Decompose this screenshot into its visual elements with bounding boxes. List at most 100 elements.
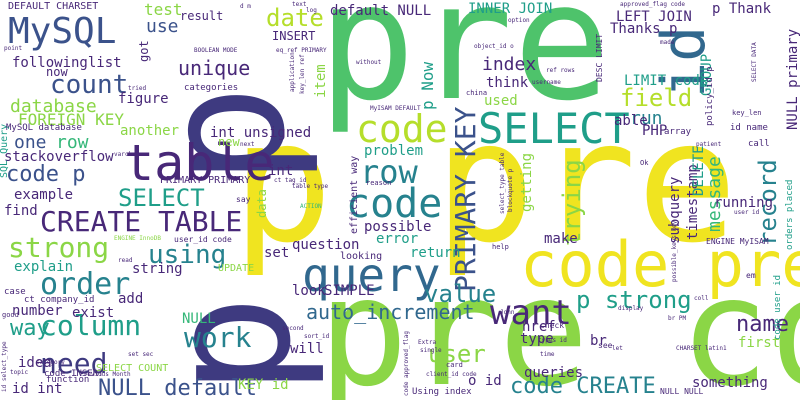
word-example: example	[14, 187, 74, 203]
word-first: first	[738, 335, 781, 351]
word-john: John	[500, 309, 515, 316]
word-made: made	[660, 39, 675, 46]
word-action: ACTION	[300, 203, 322, 210]
word-think: think	[486, 75, 529, 91]
word-mysql: MySQL	[8, 11, 117, 52]
word-name: name	[736, 312, 789, 337]
word-figure: figure	[118, 91, 169, 107]
word-auto-increment: auto_increment	[306, 300, 475, 324]
word-row-teal: row	[360, 153, 418, 191]
word-table: table	[124, 134, 275, 192]
word-problem: problem	[364, 143, 424, 159]
word-add: add	[118, 291, 144, 307]
word-user-id: user id	[734, 209, 760, 216]
word-strong: strong	[8, 231, 110, 264]
word-see: see	[598, 341, 613, 350]
word-o-id: o id	[468, 373, 502, 389]
word-table-type: table type	[292, 183, 329, 190]
word-key-len: key_len	[732, 109, 762, 117]
word-ref-rows: ref rows	[546, 67, 575, 74]
word-database: database	[10, 96, 97, 117]
word-p-pre: p pre	[232, 84, 738, 280]
word-field: field	[620, 84, 693, 112]
word-code-p: code p	[6, 162, 86, 187]
word-null-default: NULL default	[98, 376, 257, 400]
word-int-unsigned: int unsigned	[210, 125, 312, 141]
word-boolean-mode: BOOLEAN MODE	[194, 47, 238, 54]
word-delete: DELETE	[691, 145, 707, 196]
word-p-now: p Now	[418, 61, 437, 110]
word-date: date	[266, 4, 324, 32]
word-single: single	[420, 347, 442, 354]
word-null-primary: NULL primary	[785, 28, 800, 130]
word-policy-id-p: policy_id p	[705, 66, 715, 126]
word-running: running	[714, 195, 774, 211]
word-pre: pre	[318, 0, 611, 137]
word-null-null: NULL NULL	[660, 387, 704, 396]
word-application: application	[289, 52, 296, 92]
word-code-create: code CREATE	[510, 374, 656, 399]
word-inner-join: INNER JOIN	[468, 1, 553, 17]
word-case: case	[4, 287, 26, 297]
word-eq-ref-primary: eq_ref PRIMARY	[276, 47, 327, 54]
word-primary-key: PRIMARY KEY	[449, 106, 482, 292]
word-find: find	[4, 203, 38, 219]
word-idea: idea	[18, 355, 52, 371]
word-p-strong: p strong	[576, 286, 692, 314]
word-possible: possible	[364, 219, 432, 235]
word-null-jade: NULL	[182, 311, 216, 327]
word-user-id-code: user_id code	[174, 235, 232, 244]
word-reason: reason	[366, 179, 392, 187]
word-new: new	[218, 135, 240, 149]
word-select-count: SELECT COUNT	[96, 363, 169, 374]
word-id-select-type: id select_type	[1, 341, 8, 392]
word-br: br	[590, 333, 607, 349]
word-need: need	[40, 347, 108, 380]
word-row-jade: row	[56, 132, 89, 153]
word-varchar: varchar	[114, 151, 140, 158]
word-ok: Ok	[640, 159, 649, 167]
word-foreign-key: FOREIGN KEY	[18, 110, 124, 129]
word-mysql-database: MySQL database	[6, 123, 82, 133]
word-approved-flag-code: approved_flag code	[620, 1, 686, 8]
word-pre-code: pre code	[318, 246, 800, 400]
word-ct-company-id: ct company_id	[24, 295, 95, 305]
word-got: got	[137, 40, 151, 62]
word-number: number	[12, 303, 63, 319]
word-select-data: SELECT DATA	[751, 42, 758, 82]
word-code-insert: code INSERT	[44, 369, 104, 379]
word-create-table: CREATE TABLE	[40, 205, 243, 238]
word-used: used	[484, 93, 518, 109]
word-good: good	[2, 311, 19, 319]
word-queries: queries	[524, 365, 584, 381]
word-php: PHP	[642, 123, 668, 139]
word-stackoverflow: stackoverflow	[4, 149, 114, 165]
word-index: index	[482, 54, 537, 75]
word-coll: coll	[694, 295, 709, 302]
word-categories: categories	[184, 83, 239, 93]
word-code-pre: code pre	[520, 228, 800, 301]
word-patient: patient	[696, 141, 722, 148]
word-make: make	[544, 231, 578, 247]
word-using-index: Using index	[412, 387, 472, 397]
word-next: next	[240, 141, 255, 148]
word-username: username	[532, 79, 561, 86]
word-type: type	[520, 331, 554, 347]
word-engine-myisam: ENGINE MyISAM	[706, 237, 769, 246]
word-object-id-o: object_id o	[474, 43, 514, 50]
word-limit-code: LIMIT code	[624, 73, 709, 89]
word-something: something	[692, 375, 768, 391]
word-getting: getting	[519, 152, 535, 212]
word-check: check	[540, 321, 565, 330]
word-work: work	[184, 321, 252, 354]
word-types-id: types id	[538, 337, 567, 344]
word-possible-keys-key: possible_keys key	[671, 220, 678, 282]
word-look: look	[292, 283, 326, 299]
word-item: item	[313, 64, 329, 98]
word-engine-innodb: ENGINE InnoDB	[114, 235, 161, 242]
word-function: function	[46, 375, 90, 385]
word-let: let	[612, 345, 623, 352]
word-select-large: SELECT	[478, 104, 630, 153]
word-client-id-code: client_id code	[426, 371, 477, 378]
